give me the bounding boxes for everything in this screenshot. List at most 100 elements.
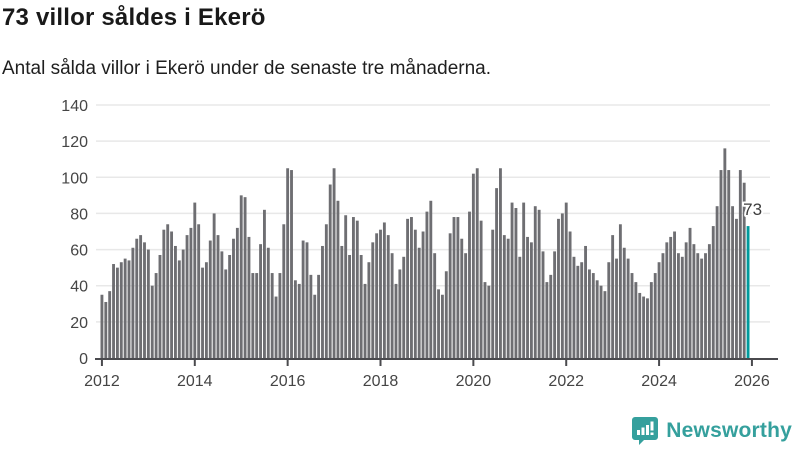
bar (657, 262, 661, 358)
bar (468, 211, 471, 358)
bar (135, 238, 139, 358)
bar (185, 235, 189, 358)
chart-subtitle: Antal sålda villor i Ekerö under de sena… (2, 58, 491, 79)
bar (220, 251, 224, 358)
bar (738, 170, 742, 358)
bar (676, 253, 680, 358)
x-axis-tick-label: 2018 (363, 373, 399, 390)
bar (239, 195, 243, 358)
chart-title: 73 villor såldes i Ekerö (2, 4, 266, 31)
bar (158, 254, 162, 358)
bar (649, 282, 653, 358)
bar (367, 262, 371, 358)
bar (588, 269, 591, 358)
bar (421, 231, 425, 358)
bar (313, 294, 317, 358)
bar (700, 258, 704, 358)
highlighted-latest-bar (746, 226, 750, 358)
bar (591, 273, 595, 358)
bar (533, 206, 537, 358)
bar (557, 218, 560, 358)
bar (232, 238, 235, 358)
bar (104, 301, 108, 358)
bar (305, 242, 309, 358)
y-axis-tick-label: 0 (79, 351, 88, 368)
x-axis-tick-label: 2022 (548, 373, 584, 390)
bar (444, 271, 448, 358)
newsworthy-logo: Newsworthy (631, 416, 792, 445)
bar (100, 294, 104, 358)
bar (259, 244, 262, 358)
bar (162, 229, 166, 358)
bar (673, 231, 676, 358)
bar (208, 240, 212, 358)
bar (669, 236, 673, 358)
bar (282, 224, 286, 358)
bar (735, 218, 738, 358)
brand-name: Newsworthy (666, 418, 792, 442)
bar (429, 200, 433, 358)
bar (495, 188, 499, 358)
bar (274, 296, 278, 358)
bar (112, 264, 115, 358)
bar (348, 254, 351, 358)
bar (131, 247, 135, 358)
bar (723, 148, 727, 358)
bar (537, 209, 541, 358)
y-axis-tick-label: 20 (70, 315, 88, 332)
bar (634, 282, 638, 358)
y-axis-tick-label: 40 (70, 279, 88, 296)
bar (491, 229, 495, 358)
bar (321, 245, 324, 358)
bar (518, 256, 522, 358)
bar (638, 292, 642, 358)
bar (595, 280, 599, 358)
bar (174, 245, 177, 358)
bar (440, 294, 444, 358)
bar (255, 273, 259, 358)
bar (251, 273, 255, 358)
x-axis-tick-label: 2020 (456, 373, 492, 390)
bar (680, 256, 684, 358)
bar (603, 291, 607, 358)
bar (553, 251, 557, 358)
bar (626, 258, 630, 358)
bar (355, 220, 359, 358)
bar (630, 273, 634, 358)
bar (483, 282, 487, 358)
bar (301, 240, 305, 358)
bar (201, 267, 204, 358)
bar (448, 233, 452, 358)
bar (510, 202, 514, 358)
bar (336, 200, 340, 358)
x-axis-tick-label: 2024 (641, 373, 677, 390)
bar (390, 253, 394, 358)
y-axis-tick-label: 60 (70, 243, 88, 260)
bar (572, 256, 576, 358)
bar (502, 235, 506, 358)
bar (437, 289, 440, 358)
bar (607, 262, 611, 358)
bar (471, 173, 475, 358)
bar (499, 168, 502, 358)
bar (127, 260, 131, 358)
bar (568, 231, 572, 358)
bar (293, 280, 297, 358)
bar (684, 242, 688, 358)
bar (529, 242, 533, 358)
bar (382, 222, 386, 358)
bar (642, 296, 646, 358)
bar (599, 285, 603, 358)
bar (189, 227, 193, 358)
bar (263, 209, 266, 358)
bar (715, 206, 719, 358)
bar (410, 217, 413, 358)
bar (344, 215, 348, 358)
bar (270, 273, 274, 358)
bar (707, 244, 711, 358)
bar (235, 227, 239, 358)
x-axis-tick-label: 2026 (734, 373, 770, 390)
bar (398, 269, 402, 358)
x-axis-tick-label: 2012 (84, 373, 120, 390)
